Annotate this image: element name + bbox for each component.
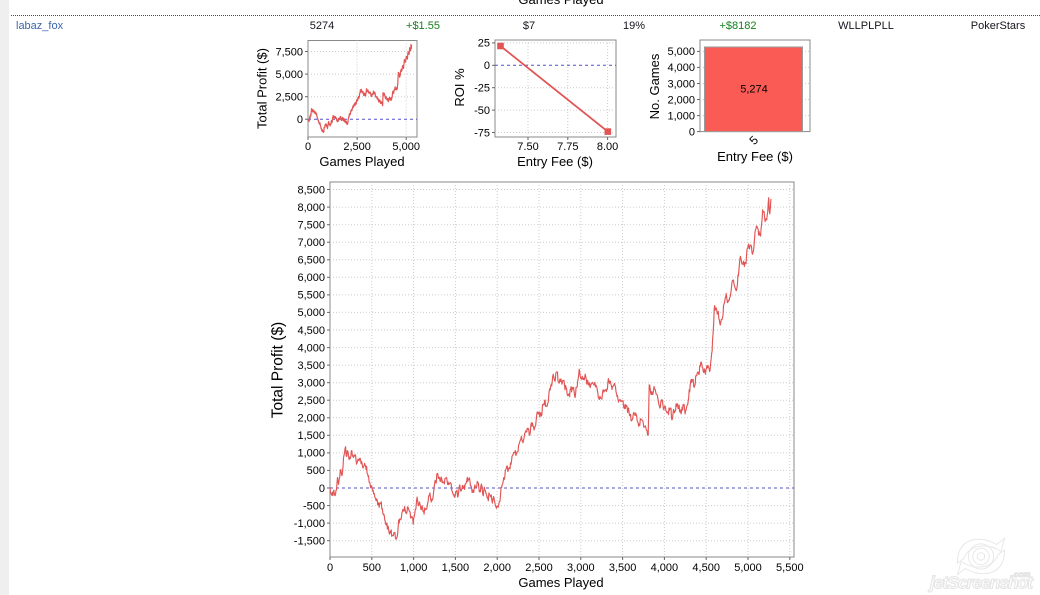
- svg-text:4,000: 4,000: [667, 62, 695, 74]
- svg-text:2,000: 2,000: [297, 413, 325, 425]
- svg-text:1,000: 1,000: [667, 110, 695, 122]
- svg-text:-1,500: -1,500: [294, 536, 325, 548]
- svg-text:8,000: 8,000: [297, 202, 325, 214]
- svg-text:3,000: 3,000: [297, 378, 325, 390]
- svg-text:5,000: 5,000: [734, 562, 762, 574]
- svg-text:0: 0: [319, 483, 325, 495]
- svg-text:6,500: 6,500: [297, 255, 325, 267]
- svg-text:3,500: 3,500: [297, 360, 325, 372]
- svg-text:0: 0: [689, 126, 695, 138]
- svg-text:-500: -500: [303, 500, 325, 512]
- svg-text:1,000: 1,000: [297, 448, 325, 460]
- svg-text:1,000: 1,000: [400, 562, 428, 574]
- svg-text:1,500: 1,500: [297, 430, 325, 442]
- svg-text:-75: -75: [474, 127, 490, 139]
- svg-text:2,500: 2,500: [525, 562, 553, 574]
- svg-text:500: 500: [307, 465, 325, 477]
- svg-text:3,500: 3,500: [609, 562, 637, 574]
- svg-text:Entry Fee ($): Entry Fee ($): [517, 154, 593, 169]
- svg-text:8.00: 8.00: [597, 141, 618, 153]
- svg-text:2,500: 2,500: [343, 141, 371, 153]
- svg-text:0: 0: [327, 562, 333, 574]
- svg-text:ROI %: ROI %: [452, 68, 467, 107]
- svg-text:5,000: 5,000: [275, 69, 303, 81]
- svg-text:5,000: 5,000: [667, 46, 695, 58]
- svg-text:.com: .com: [1012, 570, 1031, 579]
- svg-text:1,500: 1,500: [442, 562, 470, 574]
- svg-text:5,500: 5,500: [776, 562, 804, 574]
- svg-text:5,000: 5,000: [297, 307, 325, 319]
- svg-text:Games Played: Games Played: [518, 575, 603, 590]
- svg-text:jetScreenshot: jetScreenshot: [928, 573, 1034, 593]
- svg-text:2,000: 2,000: [667, 94, 695, 106]
- svg-text:Total Profit ($): Total Profit ($): [270, 322, 287, 418]
- svg-text:5,274: 5,274: [740, 84, 768, 96]
- svg-text:4,000: 4,000: [297, 342, 325, 354]
- svg-text:4,000: 4,000: [651, 562, 679, 574]
- svg-text:7.75: 7.75: [557, 141, 578, 153]
- svg-text:2,000: 2,000: [483, 562, 511, 574]
- svg-text:7.50: 7.50: [517, 141, 538, 153]
- svg-text:-1,000: -1,000: [294, 518, 325, 530]
- svg-text:7,500: 7,500: [275, 46, 303, 58]
- svg-text:3,000: 3,000: [667, 78, 695, 90]
- svg-text:No. Games: No. Games: [647, 53, 662, 119]
- svg-text:3,000: 3,000: [567, 562, 595, 574]
- svg-text:8,500: 8,500: [297, 184, 325, 196]
- svg-text:2,500: 2,500: [275, 92, 303, 104]
- svg-text:0: 0: [297, 114, 303, 126]
- svg-text:-25: -25: [474, 83, 490, 95]
- svg-text:25: 25: [478, 38, 490, 50]
- svg-text:6,000: 6,000: [297, 272, 325, 284]
- svg-text:5,500: 5,500: [297, 290, 325, 302]
- svg-text:-50: -50: [474, 105, 490, 117]
- svg-text:4,500: 4,500: [297, 325, 325, 337]
- svg-text:Games Played: Games Played: [319, 154, 404, 169]
- svg-text:500: 500: [363, 562, 381, 574]
- svg-text:Entry Fee ($): Entry Fee ($): [717, 149, 793, 164]
- svg-text:0: 0: [305, 141, 311, 153]
- svg-text:7,000: 7,000: [297, 237, 325, 249]
- svg-text:2,500: 2,500: [297, 395, 325, 407]
- svg-text:0: 0: [484, 60, 490, 72]
- svg-text:Total Profit ($): Total Profit ($): [255, 48, 270, 129]
- svg-text:4,500: 4,500: [692, 562, 720, 574]
- svg-text:5,000: 5,000: [392, 141, 420, 153]
- svg-text:5: 5: [746, 133, 761, 148]
- svg-text:7,500: 7,500: [297, 220, 325, 232]
